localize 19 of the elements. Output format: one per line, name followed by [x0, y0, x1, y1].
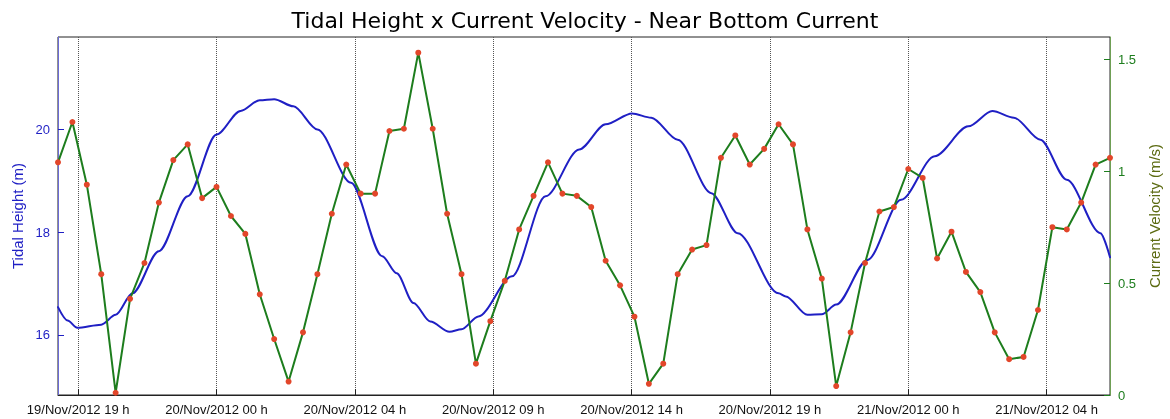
y2-axis-title: Current Velocity (m/s)	[1146, 143, 1163, 289]
x-tick-label: 21/Nov/2012 04 h	[995, 402, 1098, 417]
x-tick-label: 21/Nov/2012 00 h	[856, 402, 960, 417]
chart-title: Tidal Height x Current Velocity - Near Bottom Current	[290, 7, 879, 33]
x-tick-label: 20/Nov/2012 09 h	[441, 402, 545, 417]
x-tick-label: 20/Nov/2012 04 h	[303, 402, 407, 417]
y2-tick-label: 1.5	[1118, 51, 1137, 67]
y-tick-label: 20	[35, 121, 50, 137]
line-series	[57, 98, 1112, 333]
y-tick-label: 16	[35, 327, 50, 343]
y2-tick-label: 0.5	[1118, 275, 1137, 291]
x-tick-label: 20/Nov/2012 14 h	[580, 402, 683, 417]
y2-tick-label: 0	[1118, 387, 1126, 403]
x-tick-label: 19/Nov/2012 19 h	[26, 402, 130, 417]
x-tick-label: 20/Nov/2012 19 h	[718, 402, 822, 417]
x-tick-label: 20/Nov/2012 00 h	[165, 402, 268, 417]
y-tick-label: 18	[35, 224, 50, 240]
y-axis-title: Tidal Height (m)	[8, 162, 26, 270]
y2-tick-label: 1	[1118, 163, 1126, 179]
